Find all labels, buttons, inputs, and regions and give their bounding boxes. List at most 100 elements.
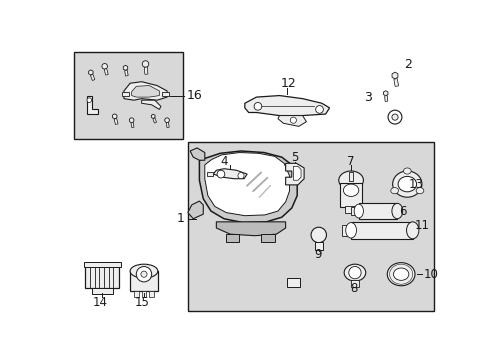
FancyBboxPatch shape bbox=[142, 291, 146, 297]
Polygon shape bbox=[393, 78, 398, 86]
FancyBboxPatch shape bbox=[134, 291, 138, 297]
FancyBboxPatch shape bbox=[91, 288, 113, 294]
Polygon shape bbox=[391, 72, 397, 79]
Circle shape bbox=[142, 61, 148, 67]
Polygon shape bbox=[216, 222, 285, 236]
Polygon shape bbox=[90, 75, 95, 81]
Circle shape bbox=[391, 114, 397, 120]
Polygon shape bbox=[114, 118, 118, 125]
FancyBboxPatch shape bbox=[286, 278, 299, 287]
Polygon shape bbox=[112, 114, 117, 119]
Text: 3: 3 bbox=[364, 91, 371, 104]
Text: 2: 2 bbox=[404, 58, 411, 71]
FancyBboxPatch shape bbox=[122, 92, 128, 96]
FancyBboxPatch shape bbox=[350, 280, 358, 287]
Polygon shape bbox=[131, 122, 134, 127]
Polygon shape bbox=[104, 69, 108, 75]
FancyBboxPatch shape bbox=[162, 92, 168, 96]
Polygon shape bbox=[166, 122, 169, 127]
Circle shape bbox=[238, 172, 244, 179]
Polygon shape bbox=[207, 172, 213, 176]
Circle shape bbox=[217, 170, 224, 178]
Polygon shape bbox=[244, 95, 329, 116]
Polygon shape bbox=[88, 70, 93, 75]
Text: 5: 5 bbox=[290, 152, 298, 165]
Circle shape bbox=[310, 227, 326, 243]
Circle shape bbox=[129, 118, 134, 122]
Polygon shape bbox=[199, 151, 297, 222]
Ellipse shape bbox=[343, 184, 358, 197]
FancyBboxPatch shape bbox=[340, 183, 361, 207]
Polygon shape bbox=[204, 153, 289, 216]
FancyBboxPatch shape bbox=[261, 234, 274, 242]
Text: 9: 9 bbox=[313, 248, 321, 261]
Polygon shape bbox=[213, 169, 246, 179]
FancyBboxPatch shape bbox=[314, 242, 322, 249]
Ellipse shape bbox=[406, 222, 418, 239]
Ellipse shape bbox=[353, 204, 363, 218]
Ellipse shape bbox=[393, 268, 408, 280]
FancyBboxPatch shape bbox=[187, 142, 433, 311]
FancyBboxPatch shape bbox=[350, 222, 412, 239]
Circle shape bbox=[348, 266, 360, 279]
Text: 12: 12 bbox=[281, 77, 296, 90]
Polygon shape bbox=[124, 70, 128, 76]
FancyBboxPatch shape bbox=[348, 172, 353, 181]
Circle shape bbox=[136, 266, 151, 282]
Polygon shape bbox=[123, 82, 167, 100]
Circle shape bbox=[387, 110, 401, 124]
FancyBboxPatch shape bbox=[130, 271, 158, 291]
Ellipse shape bbox=[338, 171, 363, 189]
Text: 1: 1 bbox=[177, 212, 184, 225]
Ellipse shape bbox=[392, 171, 421, 197]
Polygon shape bbox=[384, 96, 387, 102]
Text: 10: 10 bbox=[423, 268, 437, 281]
Circle shape bbox=[290, 117, 296, 123]
Text: 11: 11 bbox=[413, 219, 428, 232]
Polygon shape bbox=[190, 148, 204, 160]
Polygon shape bbox=[87, 95, 98, 114]
Polygon shape bbox=[277, 116, 306, 126]
Text: 6: 6 bbox=[398, 204, 406, 217]
Circle shape bbox=[254, 103, 261, 110]
FancyBboxPatch shape bbox=[74, 53, 183, 139]
Polygon shape bbox=[142, 100, 161, 109]
Text: 16: 16 bbox=[186, 89, 202, 102]
Polygon shape bbox=[293, 166, 301, 180]
Polygon shape bbox=[151, 114, 155, 118]
Ellipse shape bbox=[415, 188, 423, 194]
Circle shape bbox=[87, 98, 91, 103]
FancyBboxPatch shape bbox=[85, 265, 119, 288]
Circle shape bbox=[141, 271, 147, 277]
Polygon shape bbox=[153, 118, 156, 123]
Circle shape bbox=[102, 63, 107, 69]
Text: 4: 4 bbox=[220, 154, 227, 167]
Ellipse shape bbox=[345, 222, 356, 238]
Ellipse shape bbox=[390, 188, 398, 194]
FancyBboxPatch shape bbox=[84, 262, 121, 266]
FancyBboxPatch shape bbox=[358, 203, 396, 219]
Polygon shape bbox=[144, 67, 147, 74]
Text: 8: 8 bbox=[349, 282, 357, 294]
Circle shape bbox=[315, 105, 323, 113]
FancyBboxPatch shape bbox=[341, 225, 352, 236]
Polygon shape bbox=[285, 163, 304, 185]
Ellipse shape bbox=[344, 264, 365, 281]
Circle shape bbox=[164, 118, 169, 122]
Ellipse shape bbox=[397, 176, 416, 192]
Polygon shape bbox=[131, 86, 159, 97]
Text: 13: 13 bbox=[408, 177, 423, 190]
Polygon shape bbox=[383, 91, 387, 96]
Ellipse shape bbox=[386, 263, 414, 286]
Ellipse shape bbox=[403, 168, 410, 174]
Text: 7: 7 bbox=[346, 154, 354, 167]
Polygon shape bbox=[123, 65, 127, 71]
Polygon shape bbox=[187, 201, 203, 219]
Text: 15: 15 bbox=[135, 296, 149, 309]
FancyBboxPatch shape bbox=[225, 234, 239, 242]
Ellipse shape bbox=[130, 264, 158, 278]
FancyBboxPatch shape bbox=[344, 206, 357, 213]
FancyBboxPatch shape bbox=[350, 207, 358, 215]
Text: 14: 14 bbox=[93, 296, 108, 309]
Ellipse shape bbox=[391, 203, 402, 219]
